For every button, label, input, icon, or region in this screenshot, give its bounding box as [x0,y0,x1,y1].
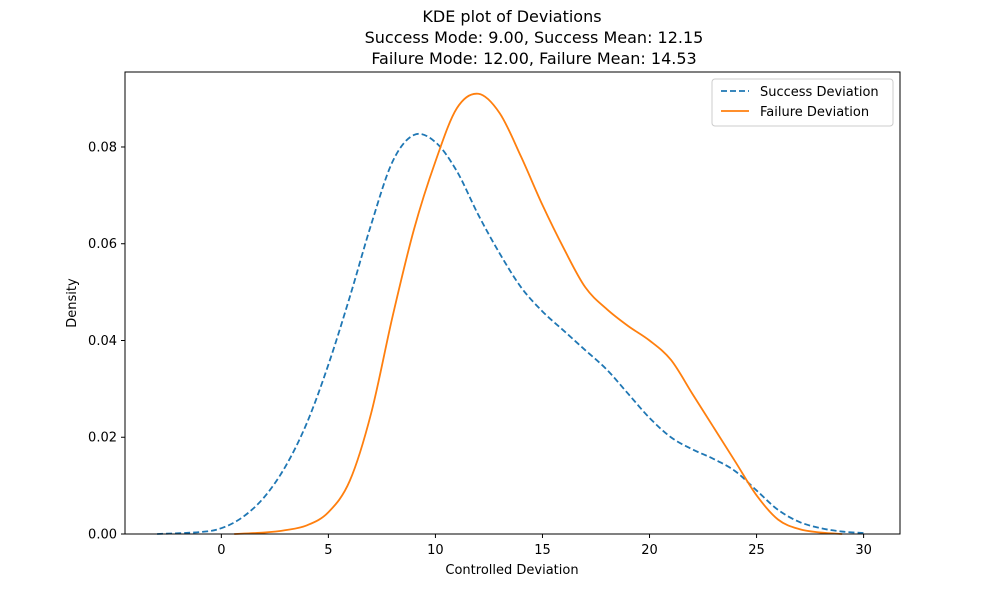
plot-frame [124,71,901,535]
legend-label-failure: Failure Deviation [760,105,869,120]
chart-subtitle-failure: Failure Mode: 12.00, Failure Mean: 14.53 [371,49,696,68]
legend-label-success: Success Deviation [760,85,879,100]
x-tick-label: 15 [534,543,551,558]
chart-title: KDE plot of Deviations [422,7,601,26]
series-line-success [157,132,864,535]
y-axis-label: Density [65,278,80,328]
x-axis-label: Controlled Deviation [445,563,578,578]
series-line-failure [234,92,843,535]
legend-box [711,78,894,127]
y-tick-label: 0.08 [88,140,117,155]
legend: Success Deviation Failure Deviation [711,78,894,127]
x-axis-ticks: 0 5 10 15 20 25 30 [217,534,872,558]
y-tick-label: 0.06 [88,237,117,252]
x-tick-label: 5 [324,543,332,558]
x-tick-label: 25 [748,543,765,558]
plot-lines [157,92,864,535]
x-tick-label: 0 [217,543,225,558]
y-tick-label: 0.04 [88,334,117,349]
x-tick-label: 20 [641,543,658,558]
y-tick-label: 0.00 [88,528,117,543]
x-tick-label: 10 [427,543,444,558]
y-tick-label: 0.02 [88,431,117,446]
chart-subtitle-success: Success Mode: 9.00, Success Mean: 12.15 [365,28,704,47]
y-axis-ticks: 0.00 0.02 0.04 0.06 0.08 [88,140,125,543]
x-tick-label: 30 [855,543,872,558]
